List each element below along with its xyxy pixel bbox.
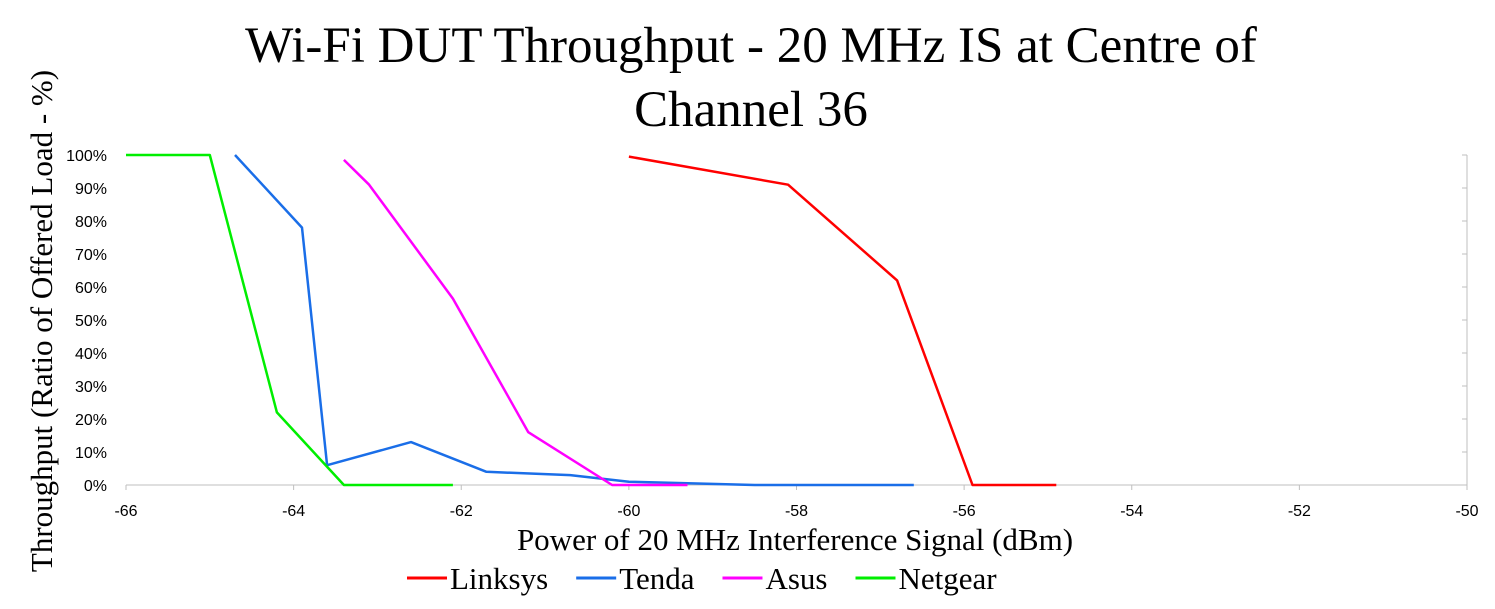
- legend-item-tenda: Tenda: [576, 561, 695, 596]
- y-tick-label: 20%: [75, 412, 107, 429]
- series-line-linksys: [628, 155, 1057, 487]
- y-tick-label: 100%: [66, 148, 107, 165]
- axes: 0% 10% 20% 30% 40% 50% 60% 70% 80% 90% 100% -66 -64 -…: [66, 148, 1479, 520]
- x-tick-label: -60: [617, 503, 640, 520]
- y-tick-label: 30%: [75, 379, 107, 396]
- y-tick-label: 10%: [75, 445, 107, 462]
- series-line-tenda: [234, 154, 914, 487]
- y-tick-label: 60%: [75, 280, 107, 297]
- series-line-netgear: [126, 153, 453, 487]
- legend: Linksys Tenda Asus Netgear: [407, 561, 997, 596]
- x-tick-label: -52: [1288, 503, 1311, 520]
- x-tick-label: -66: [114, 503, 137, 520]
- y-tick-label: 90%: [75, 181, 107, 198]
- x-tick-label: -50: [1455, 503, 1478, 520]
- x-tick-label: -56: [953, 503, 976, 520]
- y-tick-label: 50%: [75, 313, 107, 330]
- legend-item-netgear: Netgear: [855, 561, 998, 596]
- chart-title-line-1: Wi-Fi DUT Throughput - 20 MHz IS at Cent…: [245, 18, 1257, 74]
- y-tick-label: 0%: [84, 478, 107, 495]
- legend-label-netgear: Netgear: [899, 561, 998, 596]
- y-tick-label: 80%: [75, 214, 107, 231]
- series-layer: [126, 153, 1057, 487]
- x-tick-label: -58: [785, 503, 808, 520]
- x-axis-label: Power of 20 MHz Interference Signal (dBm…: [517, 522, 1073, 557]
- series-line-asus: [343, 159, 688, 487]
- x-tick-label: -62: [450, 503, 473, 520]
- legend-item-asus: Asus: [722, 561, 828, 596]
- y-axis-label: Throughput (Ratio of Offered Load - %): [24, 70, 59, 572]
- x-tick-label: -54: [1120, 503, 1143, 520]
- y-tick-label: 70%: [75, 247, 107, 264]
- chart-title-line-2: Channel 36: [634, 82, 868, 138]
- legend-label-tenda: Tenda: [619, 561, 695, 596]
- chart-title: Wi-Fi DUT Throughput - 20 MHz IS at Cent…: [245, 18, 1257, 138]
- legend-label-linksys: Linksys: [450, 561, 548, 596]
- x-tick-label: -64: [282, 503, 305, 520]
- legend-label-asus: Asus: [765, 561, 827, 596]
- y-tick-label: 40%: [75, 346, 107, 363]
- legend-item-linksys: Linksys: [407, 561, 548, 596]
